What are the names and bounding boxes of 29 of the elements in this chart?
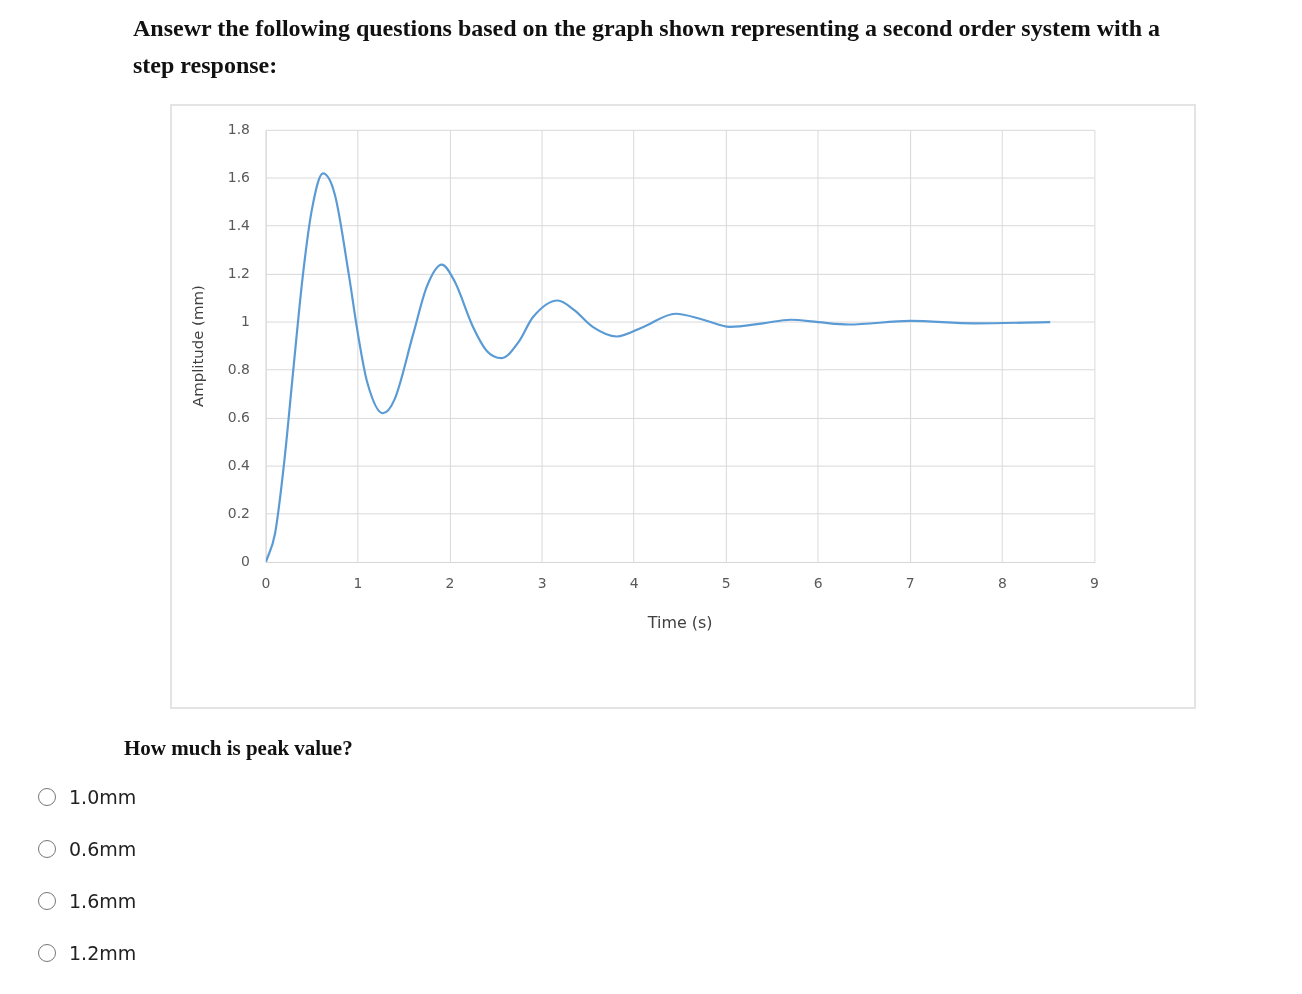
x-tick-label: 8: [997, 574, 1007, 591]
text: 1.6mm: [69, 890, 137, 912]
y-tick-label: 1.8: [227, 120, 250, 137]
y-tick-label: 0: [241, 552, 250, 569]
y-tick-label: 0.6: [227, 408, 250, 425]
x-tick-label: 2: [445, 574, 455, 591]
text: 1.2mm: [69, 942, 137, 964]
y-tick-label: 0.8: [227, 360, 250, 377]
x-tick-label: 1: [353, 574, 363, 591]
line-series: [265, 172, 1052, 562]
chart-title: Ansewr the following questions based on the graph shown representing a second order system with a step response:: [133, 14, 1161, 80]
x-tick-label: 6: [813, 574, 823, 591]
x-tick-label: 9: [1089, 574, 1099, 591]
y-tick-label: 1: [241, 312, 250, 329]
y-tick-label: 1.6: [227, 168, 250, 185]
x-axis-title: Time (s): [646, 613, 713, 633]
x-tick-label: 0: [261, 574, 271, 591]
x-tick-label: 3: [537, 574, 547, 591]
text: 1.0mm: [69, 786, 137, 808]
x-tick-label: 7: [905, 574, 915, 591]
x-tick-label: 5: [721, 574, 731, 591]
y-tick-label: 1.4: [227, 216, 251, 233]
text: How much is peak value?: [124, 736, 353, 761]
y-tick-label: 1.2: [227, 264, 250, 281]
text: 0.6mm: [69, 838, 137, 860]
y-tick-label: 0.2: [227, 504, 250, 521]
y-tick-label: 0.4: [227, 456, 251, 473]
x-tick-label: 4: [629, 574, 639, 591]
y-axis-title: Amplitude (mm): [188, 285, 207, 407]
